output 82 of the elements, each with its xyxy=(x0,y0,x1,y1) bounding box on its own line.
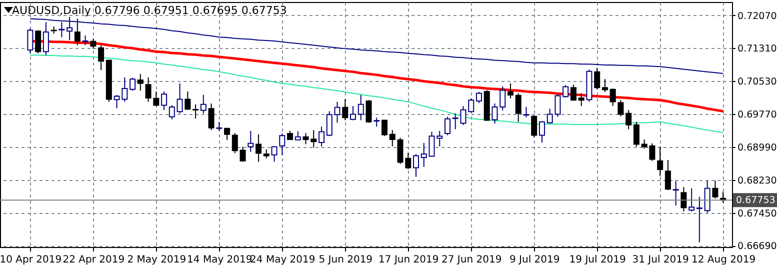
candlestick xyxy=(90,38,96,50)
candlestick xyxy=(130,77,136,92)
candlestick xyxy=(58,22,65,38)
x-tick-label: 17 Jun 2019 xyxy=(378,254,439,266)
ref-line-label: 0.67753 xyxy=(736,195,776,206)
x-tick-label: 27 Jun 2019 xyxy=(442,254,502,266)
candlestick xyxy=(137,73,144,92)
candlestick xyxy=(161,91,168,110)
candlestick xyxy=(704,180,710,214)
x-tick-label: 19 Jul 2019 xyxy=(569,254,626,266)
candlestick xyxy=(626,109,632,130)
candlestick xyxy=(184,91,191,110)
candlestick xyxy=(240,146,246,162)
candlestick xyxy=(712,180,718,200)
line-series xyxy=(30,18,724,74)
candlestick xyxy=(476,91,482,104)
x-tick-label: 24 May 2019 xyxy=(250,254,316,266)
candlestick xyxy=(279,132,286,156)
candlestick xyxy=(538,120,545,143)
candlestick xyxy=(248,130,254,152)
x-tick-label: 2 May 2019 xyxy=(127,254,186,266)
candlestick xyxy=(664,160,671,191)
candlestick xyxy=(232,132,238,154)
candlestick xyxy=(594,67,600,90)
candlestick xyxy=(42,22,49,56)
candlestick xyxy=(98,44,104,71)
candlestick xyxy=(657,146,664,176)
candlestick xyxy=(570,84,576,101)
candlestick xyxy=(350,106,356,121)
candlestick xyxy=(200,94,206,114)
candlestick xyxy=(492,103,498,124)
y-tick-label: 0.68990 xyxy=(738,142,777,154)
candlestick xyxy=(507,82,514,99)
candlestick xyxy=(602,78,608,92)
y-tick-label: 0.69770 xyxy=(738,109,777,120)
candlestick xyxy=(82,34,88,46)
candlestick xyxy=(208,103,214,131)
y-tick-label: 0.71310 xyxy=(738,43,777,54)
x-tick-label: 12 Aug 2019 xyxy=(692,254,756,266)
candlestick xyxy=(688,188,695,212)
candlestick xyxy=(358,94,364,121)
x-tick-label: 31 Jul 2019 xyxy=(632,254,689,266)
candlestick xyxy=(523,106,530,118)
y-tick-label: 0.67450 xyxy=(738,208,777,220)
y-tick-label: 0.70530 xyxy=(738,76,777,88)
candlestick xyxy=(168,104,175,120)
candlestick xyxy=(412,154,419,178)
chart-title: AUDUSD,Daily 0.67796 0.67951 0.67695 0.67753 xyxy=(12,4,287,17)
candlestick xyxy=(318,126,325,147)
candlestick xyxy=(444,116,450,136)
x-tick-label: 9 Jul 2019 xyxy=(509,254,560,266)
y-tick-label: 0.68230 xyxy=(738,175,777,186)
candlestick xyxy=(515,92,522,122)
candlestick xyxy=(405,152,412,170)
candlestick xyxy=(696,196,702,243)
candlestick xyxy=(334,101,340,124)
candlestick xyxy=(633,121,640,148)
x-tick-label: 5 Jun 2019 xyxy=(318,254,373,266)
candlestick xyxy=(382,119,388,137)
y-tick-label: 0.66690 xyxy=(738,241,777,252)
candlestick xyxy=(271,146,278,162)
candlestick xyxy=(366,100,372,124)
candlestick xyxy=(27,28,34,54)
candlestick xyxy=(326,110,332,137)
candlestick xyxy=(562,84,569,98)
candlestick xyxy=(672,180,679,206)
candlestick xyxy=(680,186,687,212)
candlestick xyxy=(256,134,262,162)
candlestick xyxy=(74,18,80,46)
x-tick-label: 22 Apr 2019 xyxy=(62,254,125,266)
candlestick xyxy=(500,86,506,111)
candlestick xyxy=(578,92,584,107)
y-tick-label: 0.72070 xyxy=(738,10,777,22)
candlestick xyxy=(531,114,538,138)
candlestick xyxy=(176,82,183,114)
candlestick xyxy=(436,130,443,147)
candlestick xyxy=(342,98,348,121)
candlestick xyxy=(35,30,42,54)
candlestick xyxy=(192,104,199,120)
x-tick-label: 14 May 2019 xyxy=(187,254,252,266)
candlestick xyxy=(468,98,474,114)
x-tick-label: 10 Apr 2019 xyxy=(0,254,62,266)
